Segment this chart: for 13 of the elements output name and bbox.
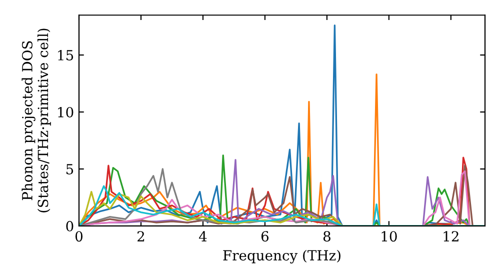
y-tick-label: 10 [58,106,74,118]
x-tick-label: 4 [198,231,207,242]
x-tick-label: 12 [444,231,458,242]
y-axis-title: Phonon projected DOS (States/THz·primitive cell) [22,28,51,212]
x-tick-label: 0 [75,231,82,242]
y-tick-label: 0 [66,220,74,232]
x-tick-label: 8 [323,231,330,242]
x-tick-label: 6 [261,231,268,242]
y-tick-label: 5 [66,164,74,174]
y-tick-label: 15 [58,50,74,60]
x-axis-title: Frequency (THz) [223,250,340,264]
x-tick-label: 2 [138,231,144,242]
x-tick-label: 10 [382,231,397,242]
